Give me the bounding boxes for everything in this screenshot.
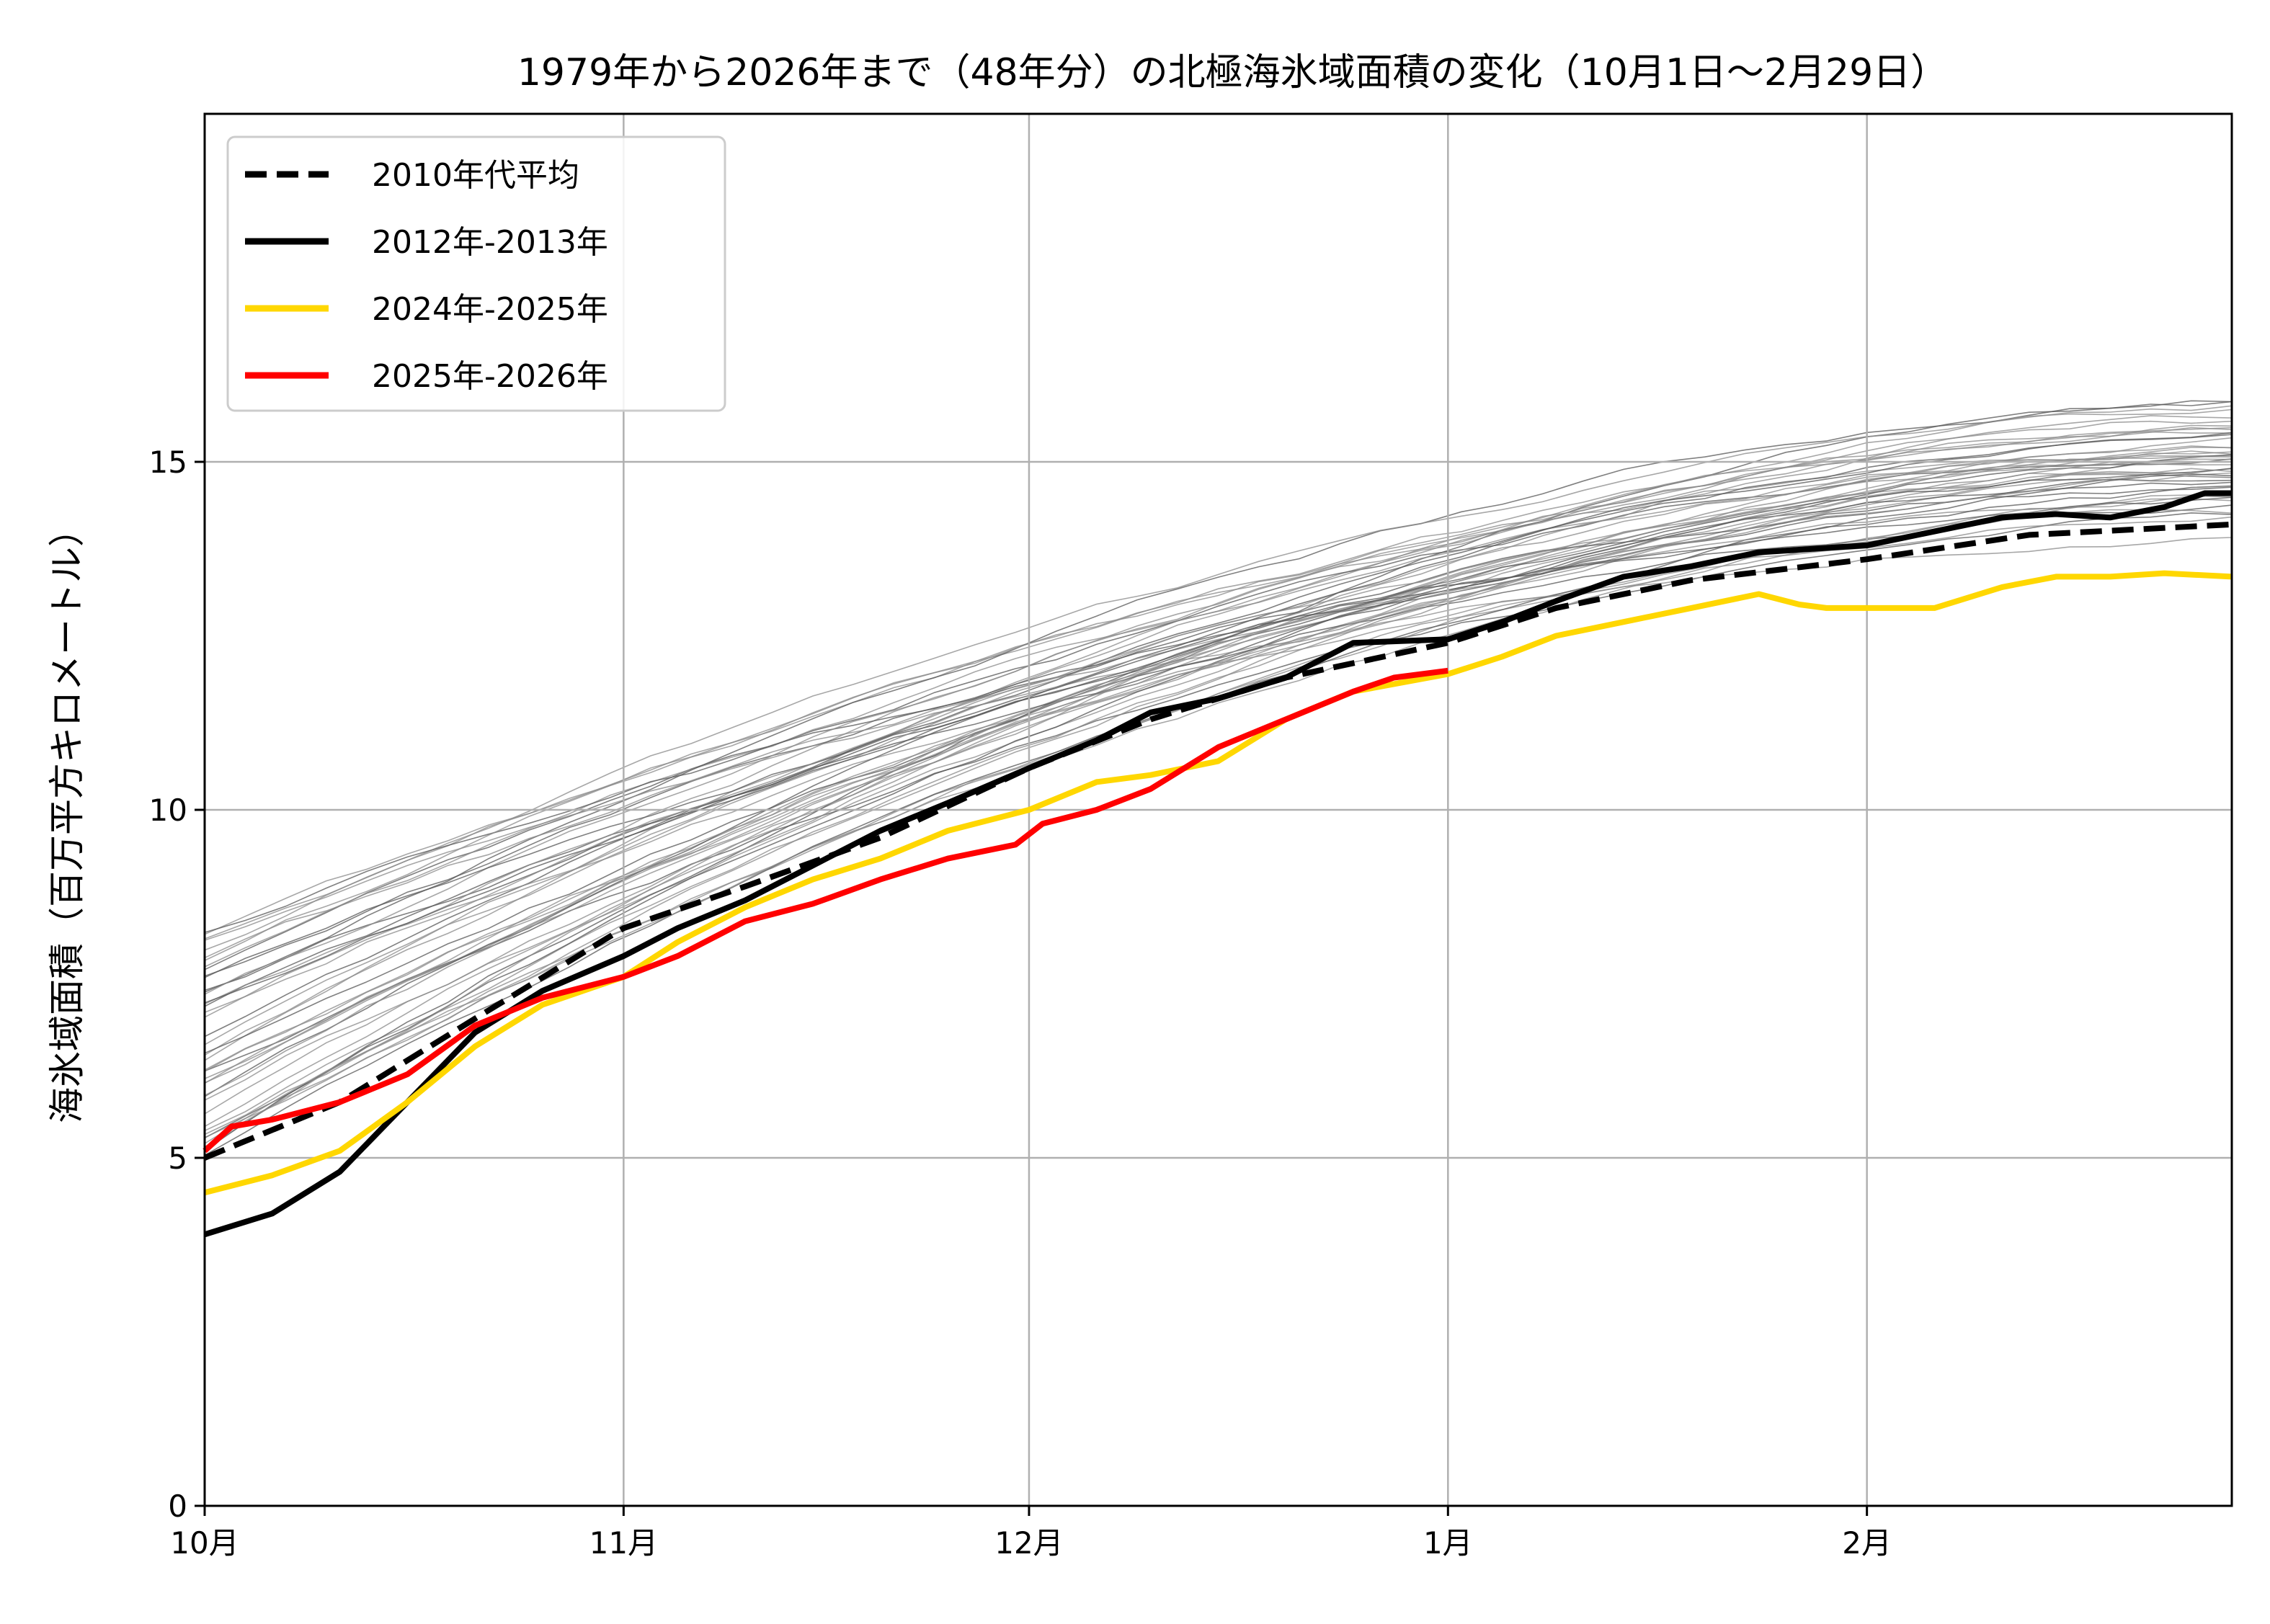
background-year-line <box>204 473 2233 1156</box>
background-year-line <box>204 427 2233 995</box>
background-year-line <box>204 409 2233 951</box>
x-tick-label: 1月 <box>1423 1525 1473 1561</box>
y-tick-label: 0 <box>168 1489 187 1524</box>
background-year-line <box>204 537 2233 941</box>
background-year-line <box>204 427 2233 961</box>
background-year-line <box>204 461 2233 1072</box>
background-year-line <box>204 434 2233 1038</box>
background-year-line <box>204 468 2233 1013</box>
background-year-line <box>204 472 2233 1071</box>
background-year-line <box>204 458 2233 1084</box>
background-year-line <box>204 478 2233 977</box>
legend-box <box>226 135 726 412</box>
background-year-line <box>204 405 2233 1061</box>
chart-title: 1979年から2026年まで（48年分）の北極海氷域面積の変化（10月1日〜2月… <box>517 51 1948 94</box>
series-line-0 <box>203 521 2233 1161</box>
legend-label-2: 2024年-2025年 <box>372 291 608 328</box>
x-tick-label: 11月 <box>589 1525 658 1561</box>
x-tick-label: 10月 <box>170 1525 239 1561</box>
background-year-line <box>204 400 2233 1151</box>
background-year-line <box>204 496 2233 933</box>
background-year-line <box>204 495 2233 959</box>
background-year-line <box>204 420 2233 1056</box>
y-axis-label: 海氷域面積（百万平方キロメートル） <box>46 511 88 1123</box>
background-year-line <box>204 451 2233 935</box>
legend-label-0: 2010年代平均 <box>372 157 579 194</box>
legend-label-1: 2012年-2013年 <box>372 224 608 261</box>
legend: 2010年代平均 2012年-2013年 2024年-2025年 2025年-2026… <box>226 135 726 412</box>
background-year-line <box>204 468 2233 1079</box>
background-year-line <box>204 504 2233 991</box>
highlight-series-lines <box>202 490 2233 1238</box>
x-tick-label: 2月 <box>1842 1525 1892 1561</box>
x-tick-label: 12月 <box>994 1525 1063 1561</box>
series-line-1 <box>203 490 2232 1238</box>
y-tick-label: 15 <box>149 445 187 480</box>
legend-label-3: 2025年-2026年 <box>372 358 608 395</box>
background-year-line <box>204 509 2233 1136</box>
y-axis-ticks: 0 5 10 15 <box>149 445 205 1524</box>
background-year-line <box>204 516 2233 1005</box>
background-year-line <box>204 454 2233 1139</box>
grid-lines <box>205 114 2232 1506</box>
y-tick-label: 5 <box>168 1141 187 1176</box>
background-year-line <box>204 415 2233 1148</box>
background-year-line <box>204 473 2233 1101</box>
background-year-line <box>204 473 2233 1150</box>
y-tick-label: 10 <box>149 793 187 828</box>
background-year-line <box>204 445 2233 1097</box>
series-line-3 <box>202 667 1448 1154</box>
background-year-line <box>204 512 2233 1072</box>
background-year-line <box>204 432 2233 1097</box>
background-year-line <box>204 447 2233 1084</box>
background-year-line <box>204 481 2233 1054</box>
background-year-line <box>204 460 2233 1132</box>
x-axis-ticks: 10月 11月 12月 1月 2月 <box>170 1506 1892 1561</box>
background-year-lines <box>204 400 2233 1156</box>
background-year-line <box>204 485 2233 978</box>
